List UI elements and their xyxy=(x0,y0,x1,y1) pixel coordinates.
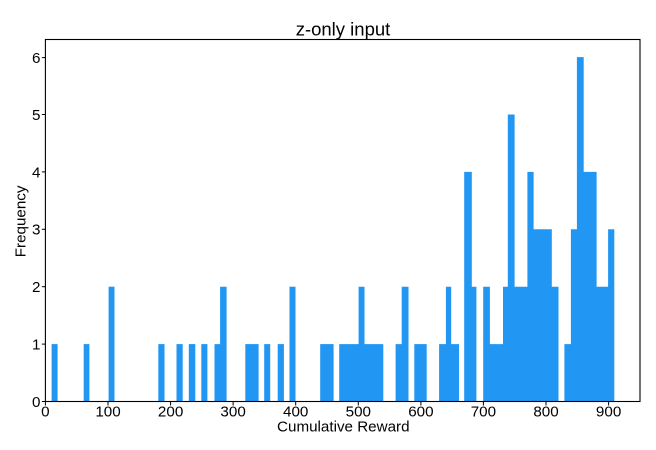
svg-text:400: 400 xyxy=(283,404,308,421)
svg-text:0: 0 xyxy=(32,394,40,411)
svg-text:900: 900 xyxy=(596,404,621,421)
svg-text:Frequency: Frequency xyxy=(13,185,30,257)
svg-text:Cumulative Reward: Cumulative Reward xyxy=(277,419,410,436)
svg-text:z-only input: z-only input xyxy=(296,19,391,40)
svg-text:1: 1 xyxy=(32,337,40,354)
svg-text:700: 700 xyxy=(471,404,496,421)
svg-text:100: 100 xyxy=(95,404,120,421)
svg-text:500: 500 xyxy=(346,404,371,421)
svg-text:4: 4 xyxy=(32,164,40,181)
svg-text:6: 6 xyxy=(32,50,40,67)
svg-text:800: 800 xyxy=(533,404,558,421)
svg-text:200: 200 xyxy=(158,404,183,421)
svg-text:600: 600 xyxy=(408,404,433,421)
svg-text:300: 300 xyxy=(220,404,245,421)
svg-text:0: 0 xyxy=(41,404,49,421)
svg-text:3: 3 xyxy=(32,222,40,239)
svg-text:2: 2 xyxy=(32,279,40,296)
svg-text:5: 5 xyxy=(32,107,40,124)
